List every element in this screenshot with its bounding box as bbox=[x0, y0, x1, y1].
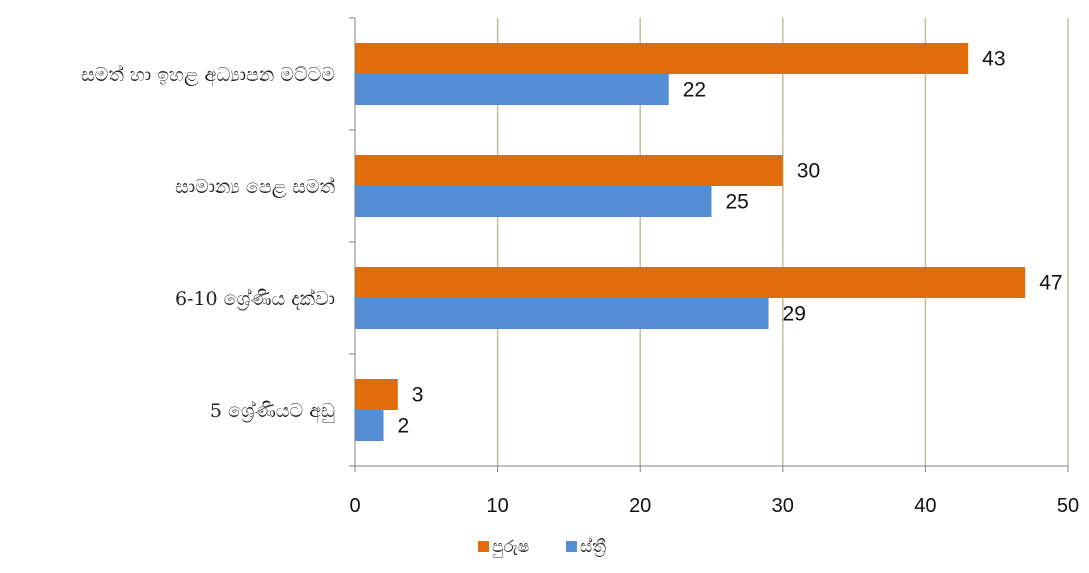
category-label: 5 ශ්‍රේණියට අඩු bbox=[210, 400, 335, 424]
legend-swatch-male bbox=[478, 541, 489, 552]
axes bbox=[349, 17, 1069, 472]
bar-male-2 bbox=[355, 267, 1026, 298]
legend-label-male: පුරුෂ bbox=[492, 537, 529, 557]
bar-male-1 bbox=[355, 155, 783, 186]
bar-female-0 bbox=[355, 74, 669, 105]
x-tick-label: 10 bbox=[486, 495, 508, 517]
category-label: සමත් හා ඉහළ අධ්‍යාපන මට්ටම bbox=[81, 64, 335, 87]
bars bbox=[355, 43, 1026, 441]
data-label: 29 bbox=[783, 303, 806, 326]
data-label: 3 bbox=[412, 384, 424, 407]
data-label: 43 bbox=[982, 48, 1005, 71]
x-tick-label: 50 bbox=[1057, 495, 1079, 517]
bar-female-2 bbox=[355, 298, 769, 329]
legend-swatch-female bbox=[566, 541, 577, 552]
x-tick-label: 0 bbox=[349, 495, 360, 517]
bar-male-0 bbox=[355, 43, 969, 74]
bar-male-3 bbox=[355, 379, 398, 410]
legend-label-female: ස්ත්‍රී bbox=[580, 537, 606, 557]
labels: 0 10 20 30 40 50 43 22 සමත් හා ඉහළ අධ්‍යාපන මට්ට… bbox=[81, 48, 1079, 518]
x-tick-label: 20 bbox=[629, 495, 651, 517]
data-label: 2 bbox=[398, 415, 410, 438]
data-label: 22 bbox=[683, 79, 706, 102]
data-label: 30 bbox=[797, 160, 820, 183]
bar-female-1 bbox=[355, 186, 712, 217]
x-tick-label: 30 bbox=[772, 495, 794, 517]
category-label: සාමාන්‍ය පෙළ සමත් bbox=[175, 176, 335, 198]
x-tick-label: 40 bbox=[914, 495, 936, 517]
data-label: 25 bbox=[726, 191, 749, 214]
category-label: 6-10 ශ්‍රේණිය දක්වා bbox=[175, 288, 335, 310]
data-label: 47 bbox=[1039, 272, 1062, 295]
bar-female-3 bbox=[355, 410, 384, 441]
legend: පුරුෂ ස්ත්‍රී bbox=[478, 537, 606, 557]
